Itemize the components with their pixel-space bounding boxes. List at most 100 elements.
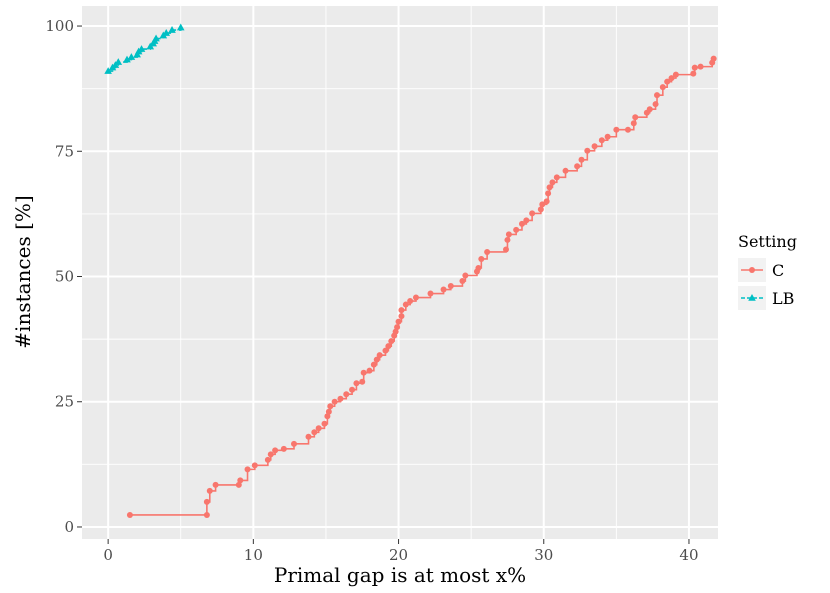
data-point: [244, 466, 251, 473]
y-tick-label: 50: [55, 268, 74, 286]
x-tick-label: 0: [103, 546, 113, 564]
y-tick-label: 75: [55, 142, 74, 160]
data-point: [251, 462, 258, 469]
x-tick-label: 20: [389, 546, 408, 564]
x-tick-label: 30: [534, 546, 553, 564]
data-point: [632, 114, 639, 121]
data-point: [539, 201, 546, 208]
data-point: [659, 84, 666, 91]
data-point: [672, 71, 679, 78]
data-point: [553, 174, 560, 181]
data-point: [324, 413, 331, 420]
data-point: [291, 440, 297, 447]
data-point: [447, 283, 454, 290]
data-point: [212, 481, 219, 488]
data-point: [392, 328, 399, 335]
plot-panel: [82, 6, 718, 539]
data-point: [370, 361, 377, 368]
data-point: [459, 278, 466, 285]
data-point: [543, 198, 550, 205]
x-axis-title: Primal gap is at most x%: [274, 563, 526, 587]
data-point: [388, 338, 395, 345]
y-tick-label: 25: [55, 393, 74, 411]
data-point: [373, 356, 380, 363]
data-point: [537, 206, 544, 213]
data-point: [652, 101, 659, 108]
data-point: [385, 343, 392, 350]
data-point: [478, 255, 485, 262]
data-point: [529, 210, 536, 217]
data-point: [523, 217, 530, 224]
data-point: [206, 487, 213, 494]
data-point: [123, 55, 131, 63]
data-point: [654, 92, 661, 99]
data-point: [114, 58, 123, 65]
data-point: [376, 352, 383, 359]
data-point: [691, 64, 698, 71]
data-point: [162, 29, 171, 36]
data-point: [584, 147, 591, 154]
legend-item-lb: LB: [738, 286, 794, 310]
legend-items: C LB: [738, 258, 794, 310]
grid-major: [82, 6, 718, 539]
data-point: [126, 511, 133, 518]
data-point: [331, 398, 338, 405]
data-point: [697, 63, 704, 70]
data-point: [513, 226, 520, 233]
data-point: [343, 391, 350, 398]
data-point: [578, 156, 585, 163]
data-point: [613, 126, 620, 133]
data-point: [168, 26, 176, 33]
data-point: [545, 190, 552, 197]
data-point: [360, 369, 367, 376]
legend-item-c: C: [738, 258, 784, 282]
data-point: [311, 429, 318, 436]
data-point: [591, 143, 598, 150]
data-point: [382, 347, 389, 354]
data-point: [353, 380, 360, 387]
data-point: [475, 264, 482, 271]
data-point: [462, 272, 469, 279]
data-point: [305, 433, 312, 440]
data-point: [504, 236, 511, 243]
data-point: [337, 395, 344, 402]
y-axis-title: #instances [%]: [11, 195, 35, 348]
data-point: [325, 408, 332, 415]
data-point: [349, 386, 356, 393]
data-point: [395, 318, 402, 325]
data-point: [407, 298, 414, 305]
data-point: [646, 106, 653, 113]
data-point: [267, 451, 274, 458]
legend-label: LB: [772, 289, 794, 308]
data-point: [598, 137, 605, 144]
x-tick-labels: 0 10 20 30 40: [103, 546, 698, 564]
data-point: [366, 367, 373, 374]
data-point: [505, 231, 512, 238]
data-point: [394, 324, 401, 331]
y-tick-label: 0: [64, 518, 74, 536]
data-point: [315, 425, 322, 432]
data-point: [690, 70, 697, 77]
data-point: [235, 481, 242, 488]
data-point: [264, 456, 271, 463]
data-point: [604, 133, 611, 140]
data-point: [237, 477, 244, 484]
data-point: [624, 126, 631, 133]
data-point: [412, 294, 419, 301]
y-tick-label: 100: [45, 17, 74, 35]
data-point: [176, 23, 185, 31]
series-c: [126, 55, 717, 518]
data-point: [546, 184, 553, 191]
grid-minor: [82, 6, 718, 539]
data-point: [664, 78, 671, 85]
data-point: [280, 445, 287, 452]
data-point: [630, 120, 637, 127]
data-point: [710, 55, 717, 62]
data-point: [402, 301, 409, 308]
data-point: [327, 403, 334, 410]
data-point: [203, 498, 210, 505]
data-point: [503, 246, 509, 253]
legend-title: Setting: [738, 232, 797, 251]
data-point: [321, 420, 328, 427]
data-point: [398, 307, 405, 314]
